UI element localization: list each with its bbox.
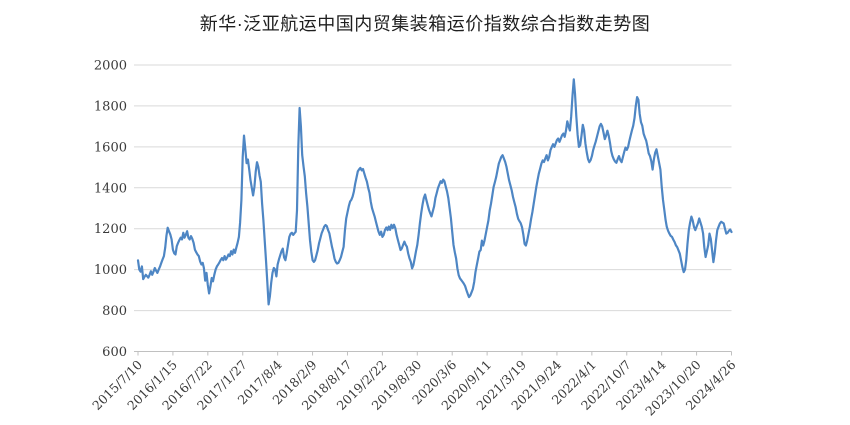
y-axis-tick-label: 800 — [102, 304, 127, 319]
y-axis-tick-label: 1400 — [94, 181, 127, 196]
index-series-line — [136, 78, 733, 306]
y-axis-tick-label: 1200 — [94, 222, 127, 237]
y-axis-tick-label: 1000 — [94, 263, 127, 278]
y-axis-tick-label: 1600 — [94, 140, 127, 155]
y-axis-tick-label: 600 — [102, 345, 127, 360]
y-axis-tick-label: 1800 — [94, 99, 127, 114]
chart-title: 新华·泛亚航运中国内贸集装箱运价指数综合指数走势图 — [199, 14, 651, 34]
y-axis-tick-label: 2000 — [94, 59, 127, 74]
